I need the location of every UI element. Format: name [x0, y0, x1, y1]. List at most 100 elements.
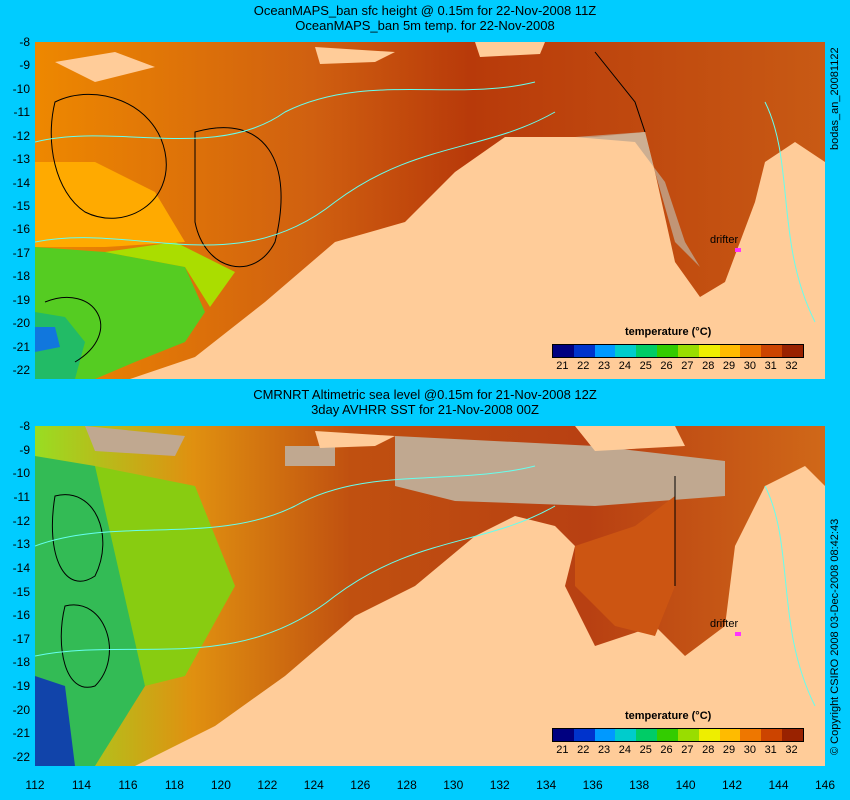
x-tick-label: 136 [582, 778, 603, 792]
y-tick-label: -11 [13, 489, 30, 504]
x-tick-label: 114 [71, 778, 92, 792]
satellite-sst-map: drifter temperature (°C) 21 22 23 24 25 26 27 2… [35, 426, 825, 766]
y-tick-label: -8 [19, 35, 30, 49]
colorbar [552, 344, 804, 358]
colorbar-tick-label: 24 [618, 744, 632, 756]
x-tick-label: 142 [722, 778, 743, 792]
y-tick-label: -11 [13, 105, 30, 120]
top-map-svg [35, 42, 825, 379]
colorbar-tick-label: 25 [639, 360, 652, 372]
drifter-marker [735, 632, 741, 636]
model-temperature-map: drifter temperature (°C) 21 22 23 24 25 26 27 2… [35, 42, 825, 379]
y-tick-label: -8 [19, 419, 30, 433]
x-tick-label: 138 [629, 778, 650, 792]
bottom-title-line2: 3day AVHRR SST for 21-Nov-2008 00Z [311, 402, 539, 417]
x-tick-label: 132 [489, 778, 510, 792]
colorbar-swatch [573, 345, 595, 357]
colorbar-tick-label: 23 [597, 360, 611, 372]
colorbar-swatch [677, 345, 699, 357]
colorbar-swatch [594, 729, 616, 741]
y-tick-label: -18 [12, 655, 30, 670]
y-tick-label: -19 [12, 679, 30, 694]
x-tick-label: 120 [210, 778, 231, 792]
y-tick-label: -22 [12, 363, 30, 377]
australia-landmass [130, 132, 825, 379]
colorbar-tick-label: 29 [722, 360, 736, 372]
top-title-line1: OceanMAPS_ban sfc height @ 0.15m for 22-… [253, 3, 597, 18]
x-tick-label: 116 [118, 778, 138, 792]
colorbar-swatch [761, 729, 783, 741]
y-tick-label: -22 [12, 750, 30, 764]
y-tick-label: -16 [12, 222, 30, 237]
colorbar-tick-label: 32 [785, 744, 798, 756]
colorbar-swatch [761, 345, 783, 357]
colorbar-tick-label: 26 [660, 360, 673, 372]
colorbar-tick-label: 29 [722, 744, 736, 756]
y-tick-label: -15 [12, 584, 30, 599]
colorbar-swatch [615, 345, 637, 357]
drifter-marker [735, 248, 741, 252]
x-tick-label: 118 [164, 778, 184, 792]
colorbar-ticks: 21 22 23 24 25 26 27 28 29 30 31 32 [552, 360, 802, 372]
colorbar-swatch [636, 729, 658, 741]
colorbar-tick-label: 31 [764, 744, 777, 756]
colorbar-tick-label: 31 [764, 360, 777, 372]
colorbar-swatch [740, 729, 762, 741]
y-tick-label: -14 [12, 175, 30, 190]
colorbar-swatch [594, 345, 616, 357]
australia-landmass [135, 466, 825, 766]
colorbar-swatch [636, 345, 658, 357]
colorbar-tick-label: 24 [618, 360, 632, 372]
y-tick-label: -13 [12, 152, 30, 167]
colorbar-tick-label: 30 [743, 744, 756, 756]
y-tick-label: -20 [12, 316, 30, 331]
colorbar-title: temperature (°C) [625, 710, 712, 722]
colorbar-tick-label: 27 [681, 744, 694, 756]
y-tick-label: -12 [12, 513, 30, 528]
x-tick-label: 128 [396, 778, 417, 792]
colorbar-tick-label: 23 [597, 744, 611, 756]
colorbar-swatch [553, 345, 574, 357]
colorbar-tick-label: 28 [702, 744, 715, 756]
colorbar-swatch [698, 345, 720, 357]
y-tick-label: -13 [12, 537, 30, 552]
colorbar-swatch [573, 729, 595, 741]
top-side-label: bodas_an_20081122 [829, 47, 841, 150]
y-tick-label: -21 [12, 339, 30, 354]
x-tick-label: 122 [257, 778, 278, 792]
colorbar-tick-label: 22 [577, 360, 590, 372]
y-tick-label: -14 [12, 560, 30, 575]
y-tick-label: -19 [12, 292, 30, 307]
colorbar-swatch [657, 345, 678, 357]
bottom-map-svg [35, 426, 825, 766]
y-tick-label: -17 [12, 245, 30, 260]
colorbar-title: temperature (°C) [625, 326, 712, 338]
colorbar-swatch [719, 729, 741, 741]
x-tick-label: 144 [768, 778, 789, 792]
y-tick-label: -21 [12, 726, 30, 741]
colorbar-tick-label: 32 [785, 360, 798, 372]
y-tick-label: -16 [12, 608, 30, 623]
colorbar-swatch [615, 729, 637, 741]
x-tick-label: 146 [814, 778, 836, 792]
x-tick-label: 140 [675, 778, 696, 792]
y-tick-label: -18 [12, 269, 30, 284]
colorbar-ticks: 21 22 23 24 25 26 27 28 29 30 31 32 [552, 744, 802, 756]
colorbar-tick-label: 27 [681, 360, 694, 372]
drifter-label: drifter [710, 618, 739, 630]
bottom-title-line1: CMRNRT Altimetric sea level @0.15m for 2… [253, 387, 597, 402]
top-title-line2: OceanMAPS_ban 5m temp. for 22-Nov-2008 [295, 18, 555, 33]
y-tick-label: -15 [12, 199, 30, 213]
colorbar-swatch [782, 345, 803, 357]
y-tick-label: -9 [19, 442, 30, 457]
colorbar-swatch [657, 729, 678, 741]
y-tick-label: -9 [19, 58, 30, 73]
colorbar-swatch [719, 345, 741, 357]
colorbar-swatch [782, 729, 803, 741]
colorbar-swatch [740, 345, 762, 357]
colorbar [552, 728, 804, 742]
y-tick-label: -20 [12, 702, 30, 717]
x-tick-label: 112 [25, 778, 45, 792]
colorbar-tick-label: 30 [743, 360, 756, 372]
colorbar-swatch [553, 729, 574, 741]
